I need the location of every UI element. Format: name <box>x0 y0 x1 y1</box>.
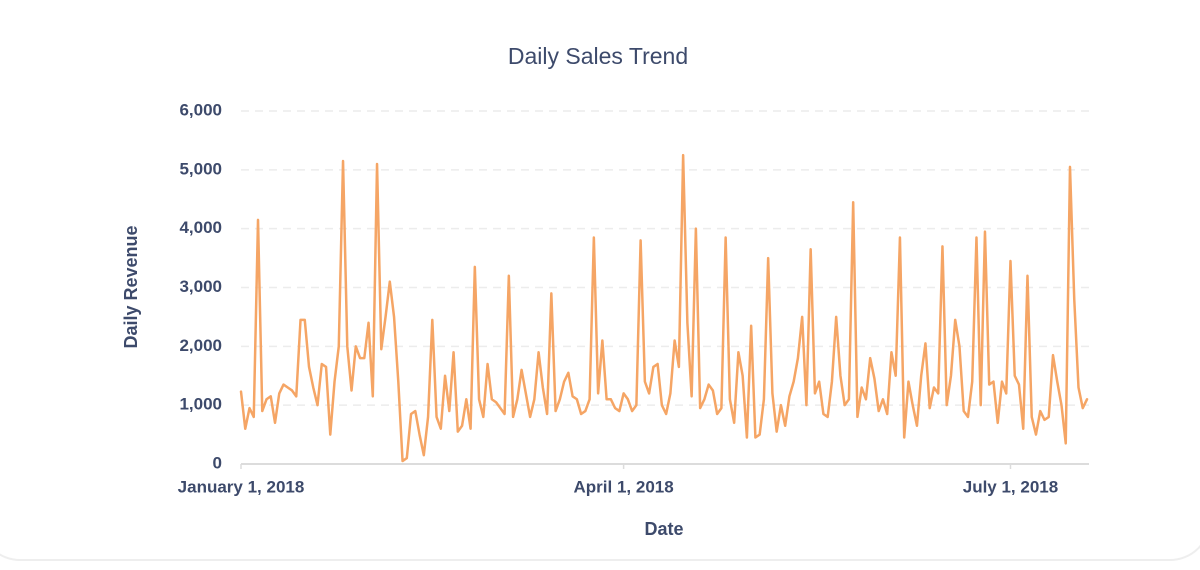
x-axis-title: Date <box>644 519 683 539</box>
y-tick-label: 4,000 <box>179 218 222 237</box>
data-line <box>239 153 1089 463</box>
y-tick-label: 0 <box>213 453 222 472</box>
x-tick-label: January 1, 2018 <box>178 477 305 496</box>
chart-title: Daily Sales Trend <box>508 43 688 69</box>
x-tick-label: July 1, 2018 <box>963 477 1058 496</box>
y-tick-label: 5,000 <box>179 159 222 178</box>
y-axis-title: Daily Revenue <box>121 225 141 348</box>
x-tick-label: April 1, 2018 <box>574 477 674 496</box>
y-tick-label: 1,000 <box>179 395 222 414</box>
y-tick-label: 3,000 <box>179 277 222 296</box>
y-tick-label: 2,000 <box>179 336 222 355</box>
y-tick-label: 6,000 <box>179 100 222 119</box>
